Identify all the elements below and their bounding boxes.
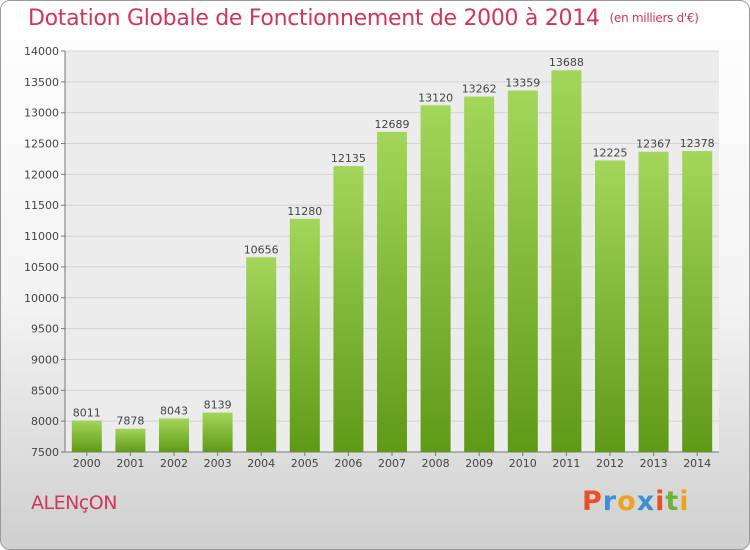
bar [507,90,538,452]
x-tick-label: 2009 [465,457,493,470]
bar-value-label: 7878 [116,415,144,428]
x-tick-label: 2007 [378,457,406,470]
x-tick-label: 2004 [247,457,275,470]
y-tick-label: 12500 [24,138,59,151]
bar-value-label: 13688 [549,56,584,69]
bar-value-label: 12367 [636,138,671,151]
bar-value-label: 12135 [331,152,366,165]
y-tick-label: 14000 [24,45,59,58]
bar [115,428,146,452]
x-tick-label: 2014 [683,457,711,470]
brand-logo-letter: r [602,486,618,517]
bar-value-label: 13359 [505,77,540,90]
y-tick-label: 11500 [24,199,59,212]
y-tick-label: 13000 [24,107,59,120]
city-name: ALENçON [31,492,117,514]
bar-value-label: 11280 [287,205,322,218]
x-tick-label: 2000 [73,457,101,470]
brand-logo-letter: P [582,486,603,517]
bar [202,412,233,452]
bar-value-label: 8139 [204,399,232,412]
bar [289,218,320,452]
chart-unit: (en milliers d'€) [609,11,699,25]
brand-logo-letter: i [655,486,666,517]
brand-logo: Proxiti [582,486,690,517]
bar-value-label: 12689 [375,118,410,131]
bar [551,70,582,453]
brand-logo-letter: x [636,486,656,517]
chart-title-text: Dotation Globale de Fonctionnement de 20… [28,6,600,31]
brand-logo-letter: i [679,486,690,517]
y-tick-label: 8000 [31,415,59,428]
bar [595,160,625,452]
bar [333,166,364,452]
bar-value-label: 8011 [73,406,101,419]
bar-value-label: 13120 [418,91,453,104]
chart-title: Dotation Globale de Fonctionnement de 20… [28,6,699,31]
x-tick-label: 2013 [640,457,668,470]
bar [464,96,495,452]
bar [159,418,189,452]
brand-logo-letter: o [617,486,637,517]
y-tick-label: 10000 [24,292,59,305]
bar-value-label: 12225 [593,147,628,160]
bar [377,131,407,453]
x-tick-label: 2011 [552,457,580,470]
x-tick-label: 2001 [116,457,144,470]
bar [420,105,451,452]
y-tick-label: 12000 [24,168,59,181]
x-tick-label: 2003 [204,457,232,470]
bar-value-label: 10656 [244,243,279,256]
x-tick-label: 2002 [160,457,188,470]
y-tick-label: 10500 [24,261,59,274]
y-tick-label: 8500 [31,384,59,397]
y-tick-label: 9500 [31,323,59,336]
bar [246,257,277,452]
bar [638,151,669,453]
x-tick-label: 2008 [422,457,450,470]
brand-logo-letter: t [665,486,680,517]
x-tick-label: 2012 [596,457,624,470]
bar-value-label: 13262 [462,83,497,96]
y-tick-label: 13500 [24,76,59,89]
y-tick-label: 9000 [31,353,59,366]
bar-value-label: 8043 [160,405,188,418]
x-tick-label: 2006 [334,457,362,470]
bar [682,151,713,452]
bar-value-label: 12378 [680,137,715,150]
x-tick-label: 2010 [509,457,537,470]
y-tick-label: 11000 [24,230,59,243]
y-tick-label: 7500 [31,446,59,459]
x-tick-label: 2005 [291,457,319,470]
bar [71,420,102,452]
